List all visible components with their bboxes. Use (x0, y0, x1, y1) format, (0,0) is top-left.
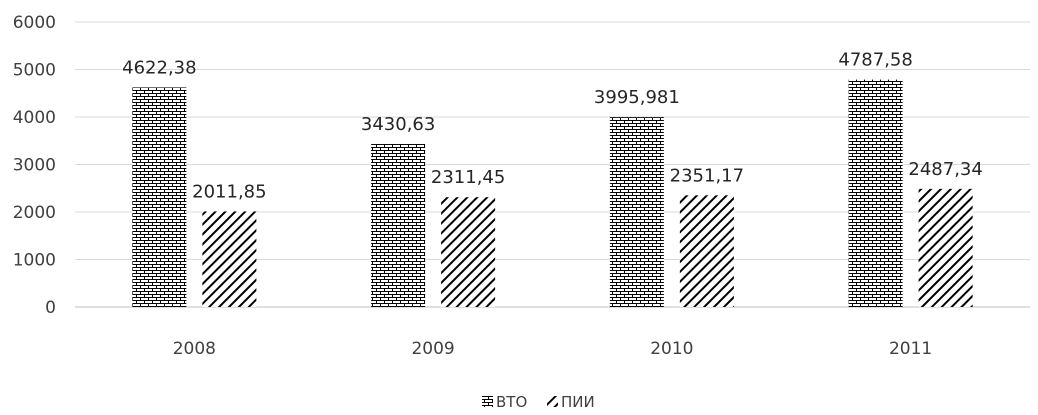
x-tick-label: 2010 (650, 339, 693, 359)
bar-brick (848, 79, 903, 307)
data-label: 4622,38 (122, 57, 196, 78)
y-tick-label: 2000 (13, 203, 56, 223)
x-tick-label: 2009 (411, 339, 454, 359)
bar-diagonal (679, 195, 734, 307)
x-tick-label: 2008 (173, 339, 216, 359)
legend-label: ПИИ (561, 393, 595, 411)
y-axis: 0 1000 2000 3000 4000 5000 6000 (13, 13, 56, 318)
bar-brick (371, 144, 426, 307)
x-tick-label: 2011 (889, 339, 932, 359)
bar-diagonal (441, 197, 496, 307)
y-tick-label: 0 (45, 298, 56, 318)
y-tick-label: 4000 (13, 108, 56, 128)
bars: 4622,38 2011,85 3430,63 2311,45 3995,981 2351… (122, 50, 983, 307)
y-tick-label: 3000 (13, 156, 56, 176)
data-label: 3430,63 (361, 114, 435, 135)
data-label: 3995,981 (594, 87, 680, 108)
bar-brick (132, 87, 187, 307)
y-tick-label: 5000 (13, 61, 56, 81)
data-label: 2487,34 (908, 159, 982, 180)
bar-brick (609, 117, 664, 307)
data-label: 4787,58 (838, 50, 912, 71)
bar-diagonal (202, 211, 257, 307)
data-label: 2011,85 (192, 181, 266, 202)
bar-diagonal (918, 188, 973, 307)
y-tick-label: 6000 (13, 13, 56, 33)
legend-swatch-diagonal (547, 396, 558, 407)
x-axis: 2008 2009 2010 2011 (173, 339, 933, 359)
y-tick-label: 1000 (13, 251, 56, 271)
legend-swatch-brick (482, 396, 493, 407)
legend: ВТО ПИИ (482, 393, 595, 411)
data-label: 2351,17 (670, 165, 744, 186)
data-label: 2311,45 (431, 167, 505, 188)
legend-label: ВТО (496, 393, 527, 411)
